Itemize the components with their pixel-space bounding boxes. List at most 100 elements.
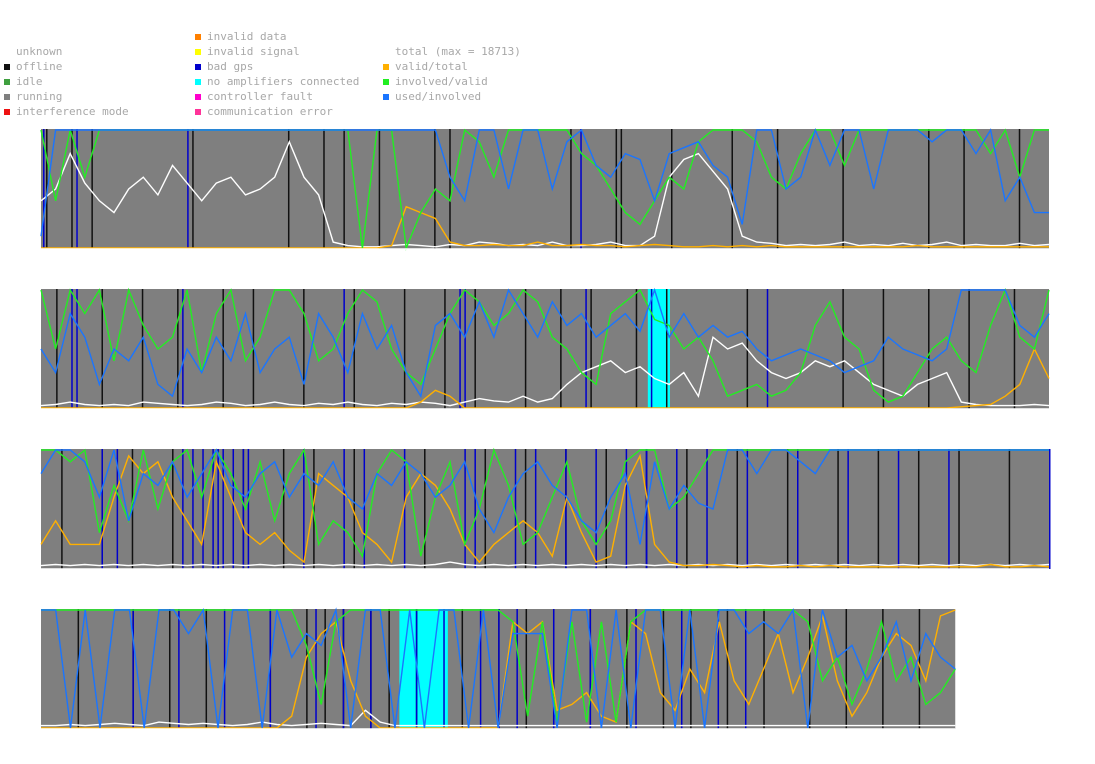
- legend-swatch: [195, 33, 201, 40]
- bad-gps-mark: [595, 449, 597, 569]
- offline-mark: [786, 449, 789, 569]
- offline-mark: [461, 609, 464, 729]
- legend-label: invalid data: [207, 30, 287, 43]
- offline-mark: [671, 129, 673, 249]
- offline-mark: [590, 289, 592, 409]
- bad-gps-mark: [589, 609, 592, 729]
- legend-states: unknown offline idle running interference mo…: [4, 44, 129, 119]
- offline-mark: [141, 289, 144, 409]
- offline-mark: [626, 609, 628, 729]
- offline-mark: [882, 289, 885, 409]
- offline-mark: [845, 609, 848, 729]
- bad-gps-mark: [552, 609, 555, 729]
- bad-gps-mark: [101, 449, 103, 569]
- used-involved-line: [40, 127, 1049, 237]
- valid-total-line: [40, 453, 1050, 568]
- offline-mark: [388, 609, 390, 729]
- bad-gps-mark: [474, 449, 476, 569]
- offline-mark: [449, 129, 451, 249]
- legend-label: involved/valid: [395, 75, 488, 88]
- offline-mark: [287, 129, 290, 249]
- legend-label: running: [16, 90, 63, 103]
- offline-mark: [282, 449, 285, 569]
- offline-mark: [958, 449, 960, 569]
- legend-label: bad gps: [207, 60, 254, 73]
- bad-gps-mark: [746, 449, 749, 569]
- bad-gps-mark: [76, 289, 78, 409]
- offline-mark: [731, 129, 733, 249]
- bad-gps-mark: [370, 609, 372, 729]
- bad-gps-mark: [116, 449, 119, 569]
- legend-item: unknown: [4, 44, 129, 59]
- offline-mark: [690, 609, 692, 729]
- used-involved-line: [40, 448, 1049, 545]
- legend-label: unknown: [16, 45, 63, 58]
- offline-mark: [343, 129, 345, 249]
- legend-item: running: [4, 89, 129, 104]
- offline-mark: [324, 609, 326, 729]
- bad-gps-mark: [192, 449, 194, 569]
- bad-gps-mark: [459, 289, 461, 409]
- bad-gps-mark: [242, 449, 245, 569]
- bad-gps-mark: [680, 609, 683, 729]
- bad-gps-mark: [717, 609, 720, 729]
- offline-mark: [928, 129, 930, 249]
- legend-swatch: [195, 48, 201, 55]
- bad-gps-mark: [635, 609, 637, 729]
- legend-series: total (max = 18713) valid/total involved/v…: [383, 44, 521, 104]
- offline-mark: [484, 449, 487, 569]
- legend-label: valid/total: [395, 60, 468, 73]
- bad-gps-mark: [514, 449, 517, 569]
- legend-item: controller fault: [195, 89, 359, 104]
- bad-gps-mark: [223, 609, 226, 729]
- offline-mark: [172, 449, 174, 569]
- offline-mark: [524, 449, 527, 569]
- offline-mark: [403, 289, 406, 409]
- bad-gps-mark: [232, 449, 235, 569]
- bad-gps-mark: [363, 449, 366, 569]
- offline-mark: [726, 609, 729, 729]
- legend-item: interference mode: [4, 104, 129, 119]
- bad-gps-mark: [585, 289, 587, 409]
- bad-gps-mark: [247, 449, 250, 569]
- offline-mark: [1008, 449, 1011, 569]
- bad-gps-mark: [212, 449, 214, 569]
- legend-label: used/involved: [395, 90, 482, 103]
- legend-label: controller fault: [207, 90, 313, 103]
- bad-gps-mark: [625, 449, 628, 569]
- involved-valid-line: [41, 609, 956, 723]
- offline-mark: [444, 289, 446, 409]
- legend-swatch: [383, 78, 389, 85]
- used-involved-line: [40, 287, 1050, 399]
- no-amplifiers-span: [647, 289, 670, 409]
- legend-swatch: [4, 93, 10, 100]
- offline-mark: [620, 129, 623, 249]
- offline-mark: [524, 289, 527, 409]
- bad-gps-mark: [464, 449, 466, 569]
- legend-faults: invalid data invalid signal bad gps no ampl…: [195, 29, 359, 119]
- offline-mark: [61, 449, 63, 569]
- offline-mark: [570, 129, 572, 249]
- offline-mark: [306, 609, 308, 729]
- offline-mark: [323, 129, 325, 249]
- offline-mark: [91, 129, 93, 249]
- bad-gps-mark: [565, 449, 567, 569]
- bad-gps-mark: [897, 449, 900, 569]
- offline-mark: [736, 449, 739, 569]
- offline-mark: [808, 609, 811, 729]
- panel-1-background: [41, 129, 1049, 249]
- legend-label: interference mode: [16, 105, 129, 118]
- offline-mark: [776, 129, 779, 249]
- offline-mark: [560, 289, 562, 409]
- bad-gps-mark: [948, 449, 950, 569]
- valid-total-line: [41, 205, 1049, 249]
- bad-gps-mark: [315, 609, 317, 729]
- legend-item: bad gps: [195, 59, 359, 74]
- legend-label: invalid signal: [207, 45, 300, 58]
- offline-mark: [177, 289, 179, 409]
- legend-item: invalid data: [195, 29, 359, 44]
- bad-gps-mark: [343, 289, 345, 409]
- legend-label: idle: [16, 75, 43, 88]
- offline-mark: [882, 609, 884, 729]
- offline-mark: [665, 289, 668, 409]
